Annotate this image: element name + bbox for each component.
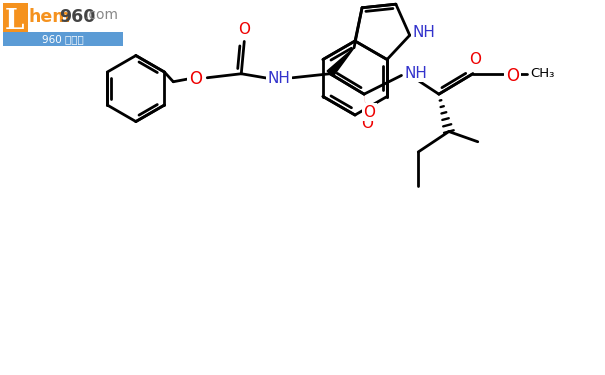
FancyBboxPatch shape: [3, 3, 28, 35]
Text: O: O: [469, 52, 481, 67]
Text: O: O: [363, 105, 375, 120]
Text: 960 化工网: 960 化工网: [42, 34, 84, 44]
Text: NH: NH: [267, 71, 290, 86]
Text: O: O: [189, 70, 202, 88]
Text: CH₃: CH₃: [530, 67, 555, 80]
FancyBboxPatch shape: [3, 32, 123, 46]
Text: hem: hem: [28, 8, 70, 26]
Text: NH: NH: [412, 25, 435, 40]
Text: O: O: [238, 22, 250, 37]
Text: O: O: [361, 116, 373, 130]
Text: .com: .com: [85, 8, 119, 22]
Text: O: O: [469, 52, 481, 67]
Text: 960: 960: [59, 8, 96, 26]
Text: O: O: [238, 22, 250, 37]
Text: NH: NH: [404, 66, 427, 81]
Text: O: O: [506, 67, 519, 85]
Text: L: L: [5, 8, 24, 35]
Polygon shape: [327, 48, 354, 76]
